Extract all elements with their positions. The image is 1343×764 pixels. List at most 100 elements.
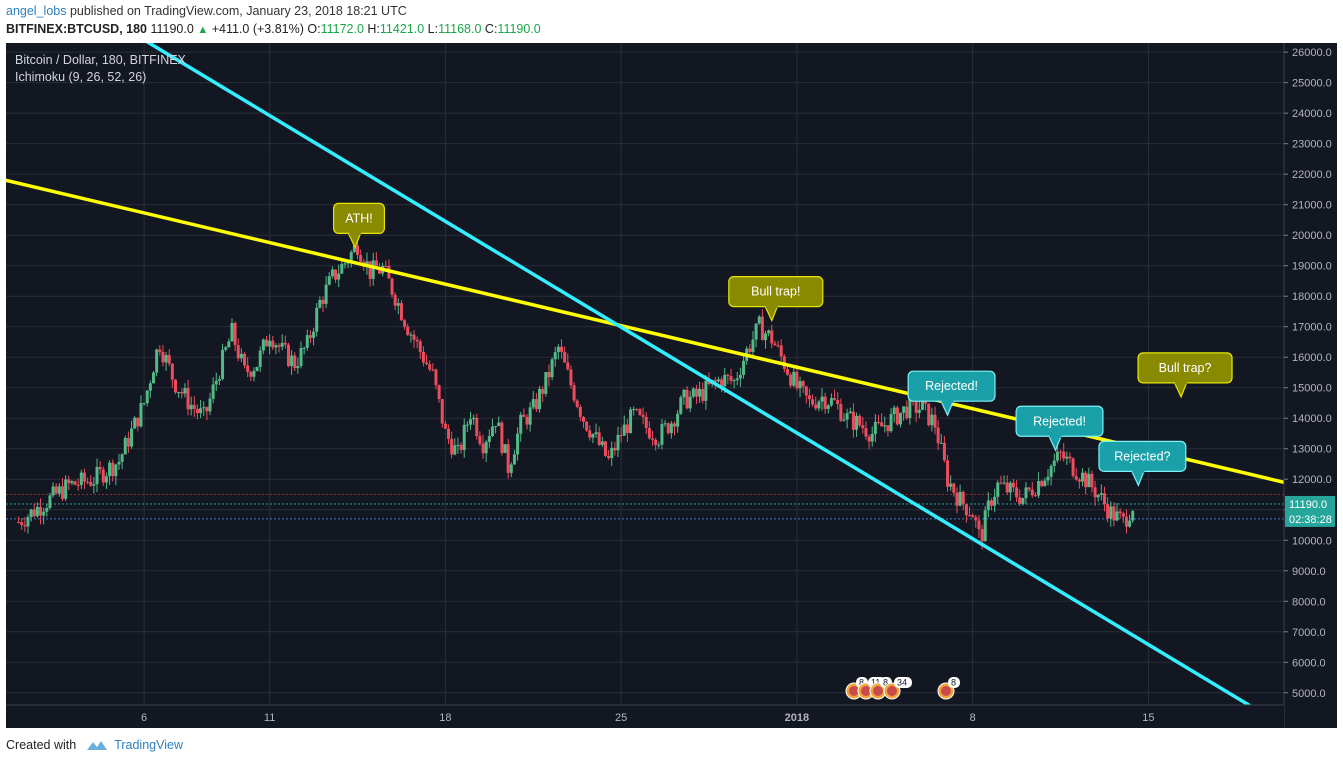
candle-body (211, 384, 215, 399)
candle-body (478, 436, 482, 444)
candle-body (779, 345, 783, 357)
candle-body (817, 401, 821, 409)
candle-body (955, 492, 959, 506)
candle-body (302, 347, 306, 349)
candle-body (531, 399, 535, 408)
candle-body (1087, 473, 1091, 488)
callout-text: Rejected! (925, 379, 978, 393)
y-tick-label: 16000.0 (1292, 352, 1332, 364)
annotation-callout[interactable]: Rejected! (1015, 405, 1104, 452)
candle-body (1084, 472, 1088, 488)
candle-body (230, 323, 234, 342)
tradingview-link[interactable]: TradingView (114, 738, 183, 752)
candle-body (70, 481, 74, 484)
candle-body (340, 264, 344, 274)
candle-body (73, 481, 77, 485)
author-link[interactable]: angel_lobs (6, 4, 67, 18)
candle-body (1065, 456, 1069, 459)
candle-body (1011, 482, 1015, 488)
annotation-callout[interactable]: ATH! (333, 202, 386, 249)
candle-body (764, 333, 768, 341)
candle-body (167, 355, 171, 364)
candle-body (638, 409, 642, 415)
event-badge[interactable]: 8 (869, 677, 892, 700)
candle-body (465, 424, 469, 426)
candle-body (898, 412, 902, 425)
candle-body (415, 339, 419, 342)
candle-body (123, 437, 127, 455)
y-tick-label: 8000.0 (1292, 596, 1326, 608)
candle-body (195, 408, 199, 414)
price-scale[interactable] (1284, 43, 1337, 728)
close-label: C: (484, 22, 498, 36)
candle-body (261, 339, 265, 351)
candle-body (986, 500, 990, 511)
candle-body (936, 427, 940, 444)
candle-body (384, 265, 388, 267)
candle-body (82, 472, 86, 482)
candle-body (45, 508, 49, 512)
candle-body (820, 396, 824, 402)
candle-body (164, 355, 168, 363)
candle-body (1131, 511, 1135, 521)
candle-body (321, 299, 325, 304)
candle-body (456, 444, 460, 446)
price-chart[interactable]: ATH! Bull trap! Bull trap? Rejected! Rejecte… (4, 38, 1337, 728)
candle-body (1077, 479, 1081, 482)
candle-body (406, 326, 410, 335)
candle-body (393, 294, 397, 306)
candle-body (641, 414, 645, 417)
candle-body (343, 263, 347, 265)
candle-body (720, 379, 724, 387)
candle-body (64, 479, 68, 499)
candle-body (754, 323, 758, 340)
candle-body (111, 462, 115, 477)
candle-body (161, 351, 165, 363)
y-tick-label: 6000.0 (1292, 657, 1326, 669)
indicator-label[interactable]: Ichimoku (9, 26, 52, 26) (15, 70, 146, 84)
annotation-callout[interactable]: Rejected? (1098, 440, 1187, 487)
callout-text: Rejected? (1114, 449, 1170, 463)
candle-body (23, 525, 27, 527)
candle-body (208, 398, 212, 412)
candle-body (409, 334, 413, 336)
trendline-cyan[interactable] (142, 38, 1251, 707)
candle-body (795, 371, 799, 389)
callout-joint (941, 398, 954, 403)
candle-body (729, 376, 733, 381)
chart-area[interactable]: ATH! Bull trap! Bull trap? Rejected! Rejecte… (4, 38, 1337, 728)
time-scale[interactable] (6, 705, 1284, 728)
candle-body (239, 353, 243, 359)
candle-body (707, 380, 711, 384)
candle-body (418, 341, 422, 352)
candle-body (974, 517, 978, 521)
candles (17, 240, 1135, 550)
candle-body (421, 351, 425, 363)
annotation-callout[interactable]: Rejected! (907, 370, 996, 417)
y-tick-label: 5000.0 (1292, 688, 1326, 700)
candle-body (431, 369, 435, 371)
candle-body (547, 372, 551, 378)
candle-body (170, 363, 174, 380)
annotation-callout[interactable]: Bull trap! (728, 276, 824, 323)
candle-body (996, 482, 1000, 497)
candle-body (26, 516, 30, 527)
candle-body (519, 414, 523, 434)
candle-body (290, 355, 294, 367)
candle-body (569, 369, 573, 386)
candle-body (205, 407, 209, 412)
event-badge[interactable]: 34 (883, 677, 912, 700)
candle-body (1090, 473, 1094, 488)
candle-body (572, 385, 576, 401)
candle-body (512, 454, 516, 465)
candle-body (591, 434, 595, 438)
candle-body (644, 416, 648, 428)
candle-body (214, 380, 218, 385)
candle-body (666, 423, 670, 434)
candle-body (1081, 472, 1085, 482)
event-badge[interactable]: 8 (937, 677, 960, 700)
y-tick-label: 19000.0 (1292, 261, 1332, 273)
annotation-callout[interactable]: Bull trap? (1137, 352, 1233, 399)
x-tick-label: 8 (970, 712, 976, 724)
candle-body (312, 331, 316, 338)
